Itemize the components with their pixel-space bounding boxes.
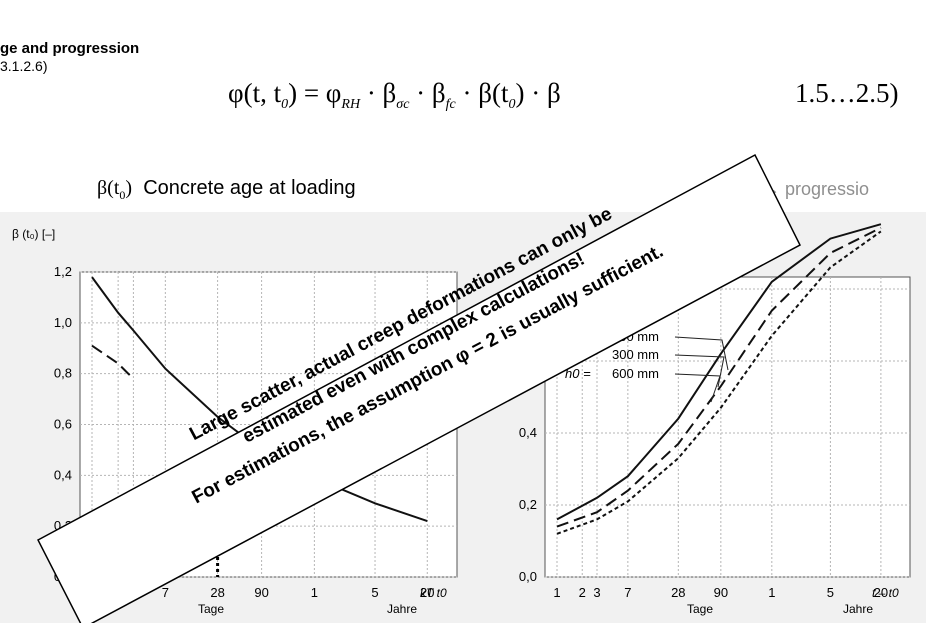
formula-phi-rh-sub: RH [341, 97, 361, 112]
left-chart: β (t₀) [–] 1,2 1,0 0,8 0,6 0,4 0,2 0,0 1 2 3 7 28 9… [12, 227, 458, 616]
right-yticks: 0,8 0,6 0,4 0,2 0,0 [519, 281, 537, 584]
beta-label: β(t0) Concrete age at loading [97, 177, 356, 203]
right-xlabel: t – t0 [872, 586, 899, 600]
right-xtick-label: 20 [874, 585, 888, 600]
right-ytick-label: 0,2 [519, 497, 537, 512]
left-ylabel: β (t₀) [–] [12, 227, 55, 241]
left-xtick-label: 7 [162, 585, 169, 600]
left-xtick-label: 3 [130, 585, 137, 600]
section-title: ge and progression [0, 40, 140, 57]
right-xtick-label: 90 [714, 585, 728, 600]
left-xticks: 1 2 3 7 28 90 1 5 20 [88, 585, 434, 600]
left-ytick-label: 0,2 [54, 518, 72, 533]
formula-beta-fc: · β [409, 78, 446, 108]
left-xunit-years: Jahre [387, 602, 417, 616]
creep-formula: φ(t, t0) = φRH · βσc · βfc · β(t0) · β [228, 78, 561, 113]
right-xunit-years: Jahre [843, 602, 873, 616]
formula-beta-sc-sub: σc [396, 97, 410, 112]
right-xunit-days: Tage [687, 602, 713, 616]
formula-beta-t0-close: ) · β [515, 78, 561, 108]
beta-label-text: Concrete age at loading [143, 177, 356, 199]
right-xtick-label: 1 [553, 585, 560, 600]
right-xtick-label: 7 [624, 585, 631, 600]
left-ytick-label: 0,6 [54, 417, 72, 432]
right-xtick-label: 3 [593, 585, 600, 600]
formula-range: 1.5…2.5) [795, 78, 899, 108]
legend-entry-600: 600 mm [612, 366, 659, 381]
left-ytick-label: 1,2 [54, 264, 72, 279]
beta-symbol: β(t [97, 177, 120, 199]
legend-entry-100: 100 mm [612, 329, 659, 344]
left-xtick-label: 1 [311, 585, 318, 600]
legend-entry-300: 300 mm [612, 347, 659, 362]
left-xtick-label: 90 [254, 585, 268, 600]
right-chart: 0,8 0,6 0,4 0,2 0,0 1 2 3 7 28 90 1 5 20 h0 = 100 mm… [519, 223, 911, 616]
formula-lhs: φ(t, t [228, 78, 282, 108]
formula-eq: ) = φ [288, 78, 342, 108]
section-reference: 3.1.2.6) [0, 58, 48, 74]
progression-label: (→ progressio [756, 179, 870, 199]
formula-beta-t0-sub: 0 [508, 97, 516, 112]
legend-prefix-2: h0 = [565, 347, 591, 362]
right-xtick-label: 5 [827, 585, 834, 600]
left-ytick-label: 0,8 [54, 366, 72, 381]
formula-beta-t0: · β(t [455, 78, 509, 108]
left-xtick-label: 5 [371, 585, 378, 600]
left-xunit-days: Tage [198, 602, 224, 616]
left-xlabel: kT t0 [420, 586, 447, 600]
formula-beta-sc: · β [360, 78, 397, 108]
charts-svg: β (t₀) [–] 1,21,00,80,60,40,20,0 1 2 3 7 28 9… [12, 223, 911, 616]
right-xtick-label: 2 [579, 585, 586, 600]
right-xtick-label: 28 [671, 585, 685, 600]
right-ytick-label: 0,4 [519, 425, 537, 440]
formula-beta-fc-sub: fc [445, 97, 456, 112]
legend-prefix-3: h0 = [565, 366, 591, 381]
right-ytick-label: 0,6 [519, 353, 537, 368]
right-xtick-label: 1 [768, 585, 775, 600]
right-xticks: 1 2 3 7 28 90 1 5 20 [553, 585, 888, 600]
left-ytick-label: 0,0 [54, 569, 72, 584]
left-ytick-label: 0,4 [54, 467, 72, 482]
chart-panel: β (t₀) [–] 1,2 1,0 0,8 0,6 0,4 0,2 0,0 1 2 3 7 28 9… [0, 212, 926, 623]
left-ytick-label: 1,0 [54, 315, 72, 330]
left-xtick-label: 28 [210, 585, 224, 600]
beta-symbol-close: ) [125, 177, 133, 199]
right-plot-area [544, 276, 911, 578]
left-xtick-label: 2 [115, 585, 122, 600]
formula-lhs-sub: 0 [281, 97, 289, 112]
left-yticks: 1,2 1,0 0,8 0,6 0,4 0,2 0,0 [54, 264, 72, 584]
legend-prefix-1: h0 = [565, 329, 591, 344]
right-ytick-label: 0,8 [519, 281, 537, 296]
left-xtick-label: 1 [88, 585, 95, 600]
left-annotation: sd) [150, 543, 169, 559]
right-ytick-label: 0,0 [519, 569, 537, 584]
